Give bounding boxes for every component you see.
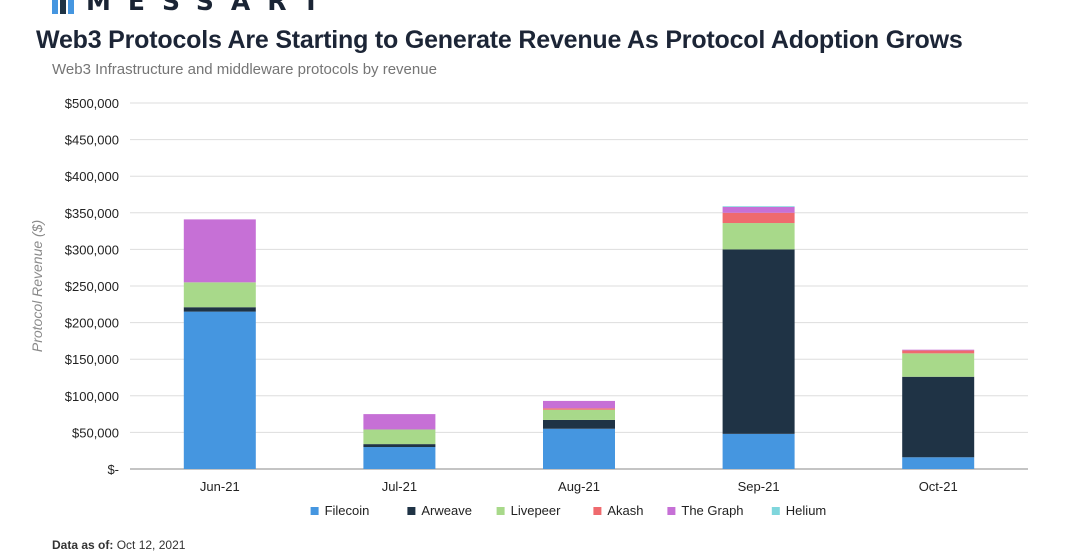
y-tick-label: $400,000 — [65, 169, 119, 184]
legend-swatch-arweave — [407, 507, 416, 515]
legend-label-filecoin: Filecoin — [325, 503, 370, 518]
y-tick-label: $350,000 — [65, 206, 119, 221]
bar-arweave-oct-21 — [902, 376, 975, 458]
legend-swatch-akash — [593, 507, 602, 515]
bar-the-graph-jul-21 — [363, 414, 436, 430]
bar-livepeer-oct-21 — [902, 353, 975, 377]
bar-arweave-jun-21 — [183, 307, 256, 312]
legend-label-arweave: Arweave — [421, 503, 472, 518]
x-tick-label: Jul-21 — [382, 479, 417, 494]
y-axis-title: Protocol Revenue ($) — [29, 220, 45, 352]
bar-the-graph-oct-21 — [902, 349, 975, 351]
bar-filecoin-aug-21 — [543, 428, 615, 469]
bar-the-graph-aug-21 — [543, 400, 615, 409]
legend-label-livepeer: Livepeer — [511, 503, 562, 518]
bar-arweave-sep-21 — [722, 249, 795, 434]
brand-name: MESSART — [86, 0, 337, 16]
x-tick-label: Oct-21 — [919, 479, 958, 494]
chart-subtitle: Web3 Infrastructure and middleware proto… — [52, 61, 437, 78]
data-date-note: Data as of: Oct 12, 2021 — [52, 538, 185, 552]
bar-livepeer-jul-21 — [363, 429, 436, 445]
bar-the-graph-jun-21 — [183, 219, 256, 283]
bar-helium-sep-21 — [722, 206, 795, 207]
legend-label-helium: Helium — [786, 503, 826, 518]
bar-arweave-jul-21 — [363, 444, 436, 448]
y-tick-label: $150,000 — [65, 352, 119, 367]
y-tick-label: $- — [107, 462, 119, 477]
y-tick-label: $200,000 — [65, 316, 119, 331]
stacked-bar-chart: $- $50,000 $100,000 $150,000 $200,000 $250,00… — [29, 96, 1028, 518]
bar-filecoin-oct-21 — [902, 457, 975, 469]
messari-logo-icon — [52, 0, 74, 14]
bar-akash-sep-21 — [722, 212, 795, 224]
bar-filecoin-jun-21 — [183, 311, 256, 469]
legend-label-akash: Akash — [607, 503, 643, 518]
legend-swatch-livepeer — [496, 507, 505, 515]
bar-akash-aug-21 — [543, 408, 615, 410]
data-date-label: Data as of: — [52, 538, 114, 552]
x-tick-label: Aug-21 — [558, 479, 600, 494]
data-date-value: Oct 12, 2021 — [116, 538, 186, 552]
bar-filecoin-jul-21 — [363, 447, 436, 469]
y-tick-label: $300,000 — [65, 242, 119, 257]
bar-livepeer-jun-21 — [183, 282, 256, 308]
bar-livepeer-aug-21 — [543, 409, 615, 420]
y-tick-label: $50,000 — [72, 425, 119, 440]
legend-swatch-filecoin — [310, 507, 319, 515]
y-tick-label: $100,000 — [65, 389, 119, 404]
y-tick-label: $250,000 — [65, 279, 119, 294]
brand-logo: MESSART — [52, 0, 336, 16]
bar-akash-oct-21 — [902, 350, 975, 354]
legend-label-the-graph: The Graph — [681, 503, 743, 518]
bar-filecoin-sep-21 — [722, 433, 795, 469]
bar-arweave-aug-21 — [543, 419, 615, 429]
y-tick-label: $500,000 — [65, 96, 119, 111]
x-tick-label: Sep-21 — [738, 479, 780, 494]
bar-the-graph-sep-21 — [722, 206, 795, 213]
legend-swatch-the-graph — [667, 507, 676, 515]
x-tick-label: Jun-21 — [200, 479, 240, 494]
chart-title: Web3 Protocols Are Starting to Generate … — [36, 26, 963, 54]
y-tick-label: $450,000 — [65, 133, 119, 148]
legend-swatch-helium — [771, 507, 780, 515]
bar-livepeer-sep-21 — [722, 223, 795, 250]
